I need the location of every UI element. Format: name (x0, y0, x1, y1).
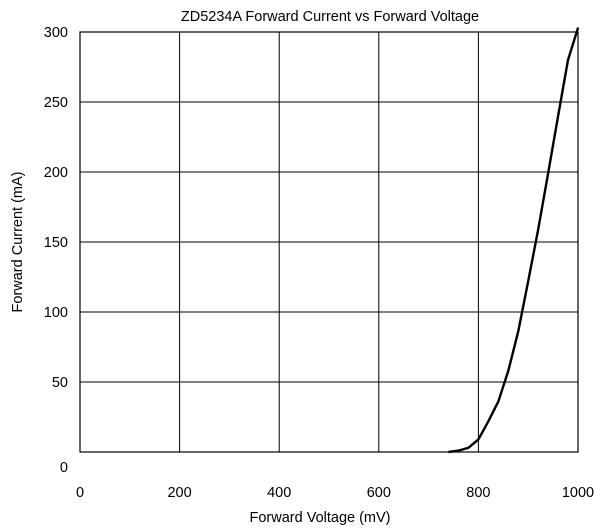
data-point (507, 370, 509, 372)
y-tick-label: 0 (60, 460, 68, 476)
chart-title: ZD5234A Forward Current vs Forward Volta… (181, 9, 479, 25)
y-tick-label: 250 (44, 95, 68, 111)
data-point (487, 420, 489, 422)
x-tick-label: 600 (367, 485, 391, 501)
data-point (447, 451, 450, 453)
data-point (517, 331, 519, 333)
y-tick-label: 50 (52, 375, 68, 391)
y-axis-label: Forward Current (mA) (10, 172, 26, 313)
data-point (457, 450, 460, 452)
x-axis-ticks: 0 200 400 600 800 1000 (76, 485, 594, 501)
data-point (567, 59, 569, 61)
series-line (448, 27, 580, 454)
data-point (477, 438, 479, 440)
y-axis-ticks: 0 50 100 150 200 250 300 (44, 25, 68, 476)
x-tick-label: 0 (76, 485, 84, 501)
data-point (527, 280, 529, 282)
data-point (547, 172, 549, 174)
x-axis-label: Forward Voltage (mV) (249, 510, 390, 526)
plot-frame (79, 31, 579, 453)
x-tick-label: 1000 (562, 485, 594, 501)
y-tick-label: 150 (44, 235, 68, 251)
data-point (497, 401, 499, 403)
y-tick-label: 300 (44, 25, 68, 41)
y-tick-label: 100 (44, 305, 68, 321)
data-point (537, 228, 539, 230)
y-tick-label: 200 (44, 165, 68, 181)
data-point (467, 447, 469, 449)
data-point (577, 27, 579, 29)
series-group (447, 27, 580, 454)
x-tick-label: 800 (466, 485, 490, 501)
x-tick-label: 400 (267, 485, 291, 501)
data-point (557, 115, 559, 117)
x-tick-label: 200 (167, 485, 191, 501)
